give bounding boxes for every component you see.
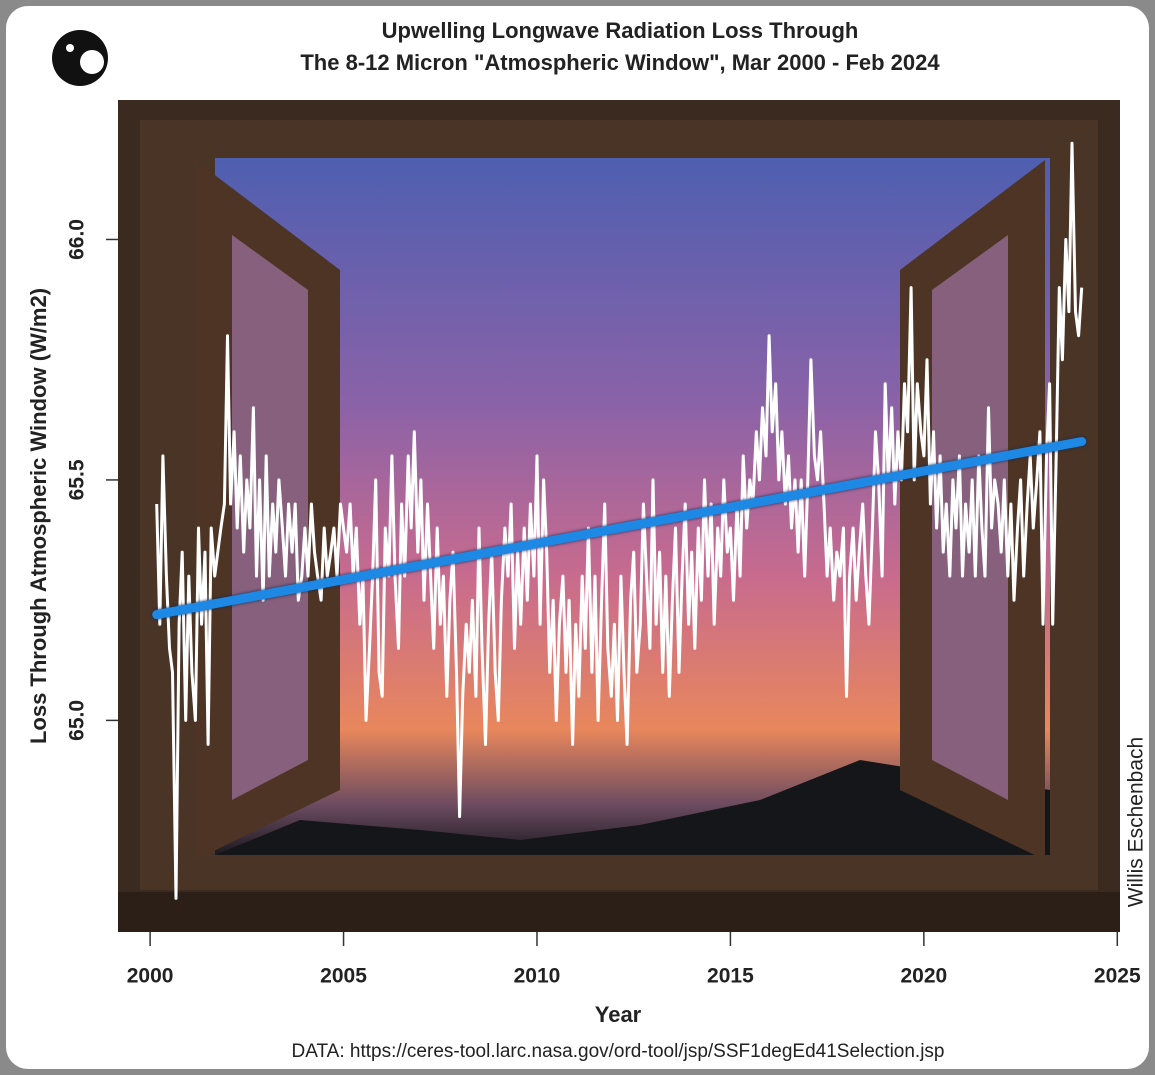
chart-subtitle: The 8-12 Micron "Atmospheric Window", Ma… bbox=[300, 50, 940, 75]
x-axis-label: Year bbox=[595, 1002, 642, 1027]
x-tick-label: 2020 bbox=[900, 965, 947, 988]
x-tick-label: 2000 bbox=[127, 965, 174, 988]
x-tick-label: 2025 bbox=[1094, 965, 1141, 988]
y-tick-label: 65.0 bbox=[66, 700, 89, 741]
source-note: DATA: https://ceres-tool.larc.nasa.gov/o… bbox=[291, 1041, 944, 1062]
trend-line bbox=[152, 437, 1087, 620]
data-line bbox=[155, 141, 1084, 900]
x-tick-label: 2010 bbox=[514, 965, 561, 988]
y-axis-label: Loss Through Atmospheric Window (W/m2) bbox=[26, 288, 51, 744]
y-tick-label: 66.0 bbox=[66, 219, 89, 260]
x-tick-label: 2015 bbox=[707, 965, 754, 988]
y-tick-label: 65.5 bbox=[66, 459, 89, 500]
chart-title: Upwelling Longwave Radiation Loss Throug… bbox=[382, 18, 859, 43]
logo bbox=[52, 30, 108, 86]
credit: Willis Eschenbach bbox=[1125, 737, 1148, 907]
x-tick-label: 2005 bbox=[320, 965, 367, 988]
